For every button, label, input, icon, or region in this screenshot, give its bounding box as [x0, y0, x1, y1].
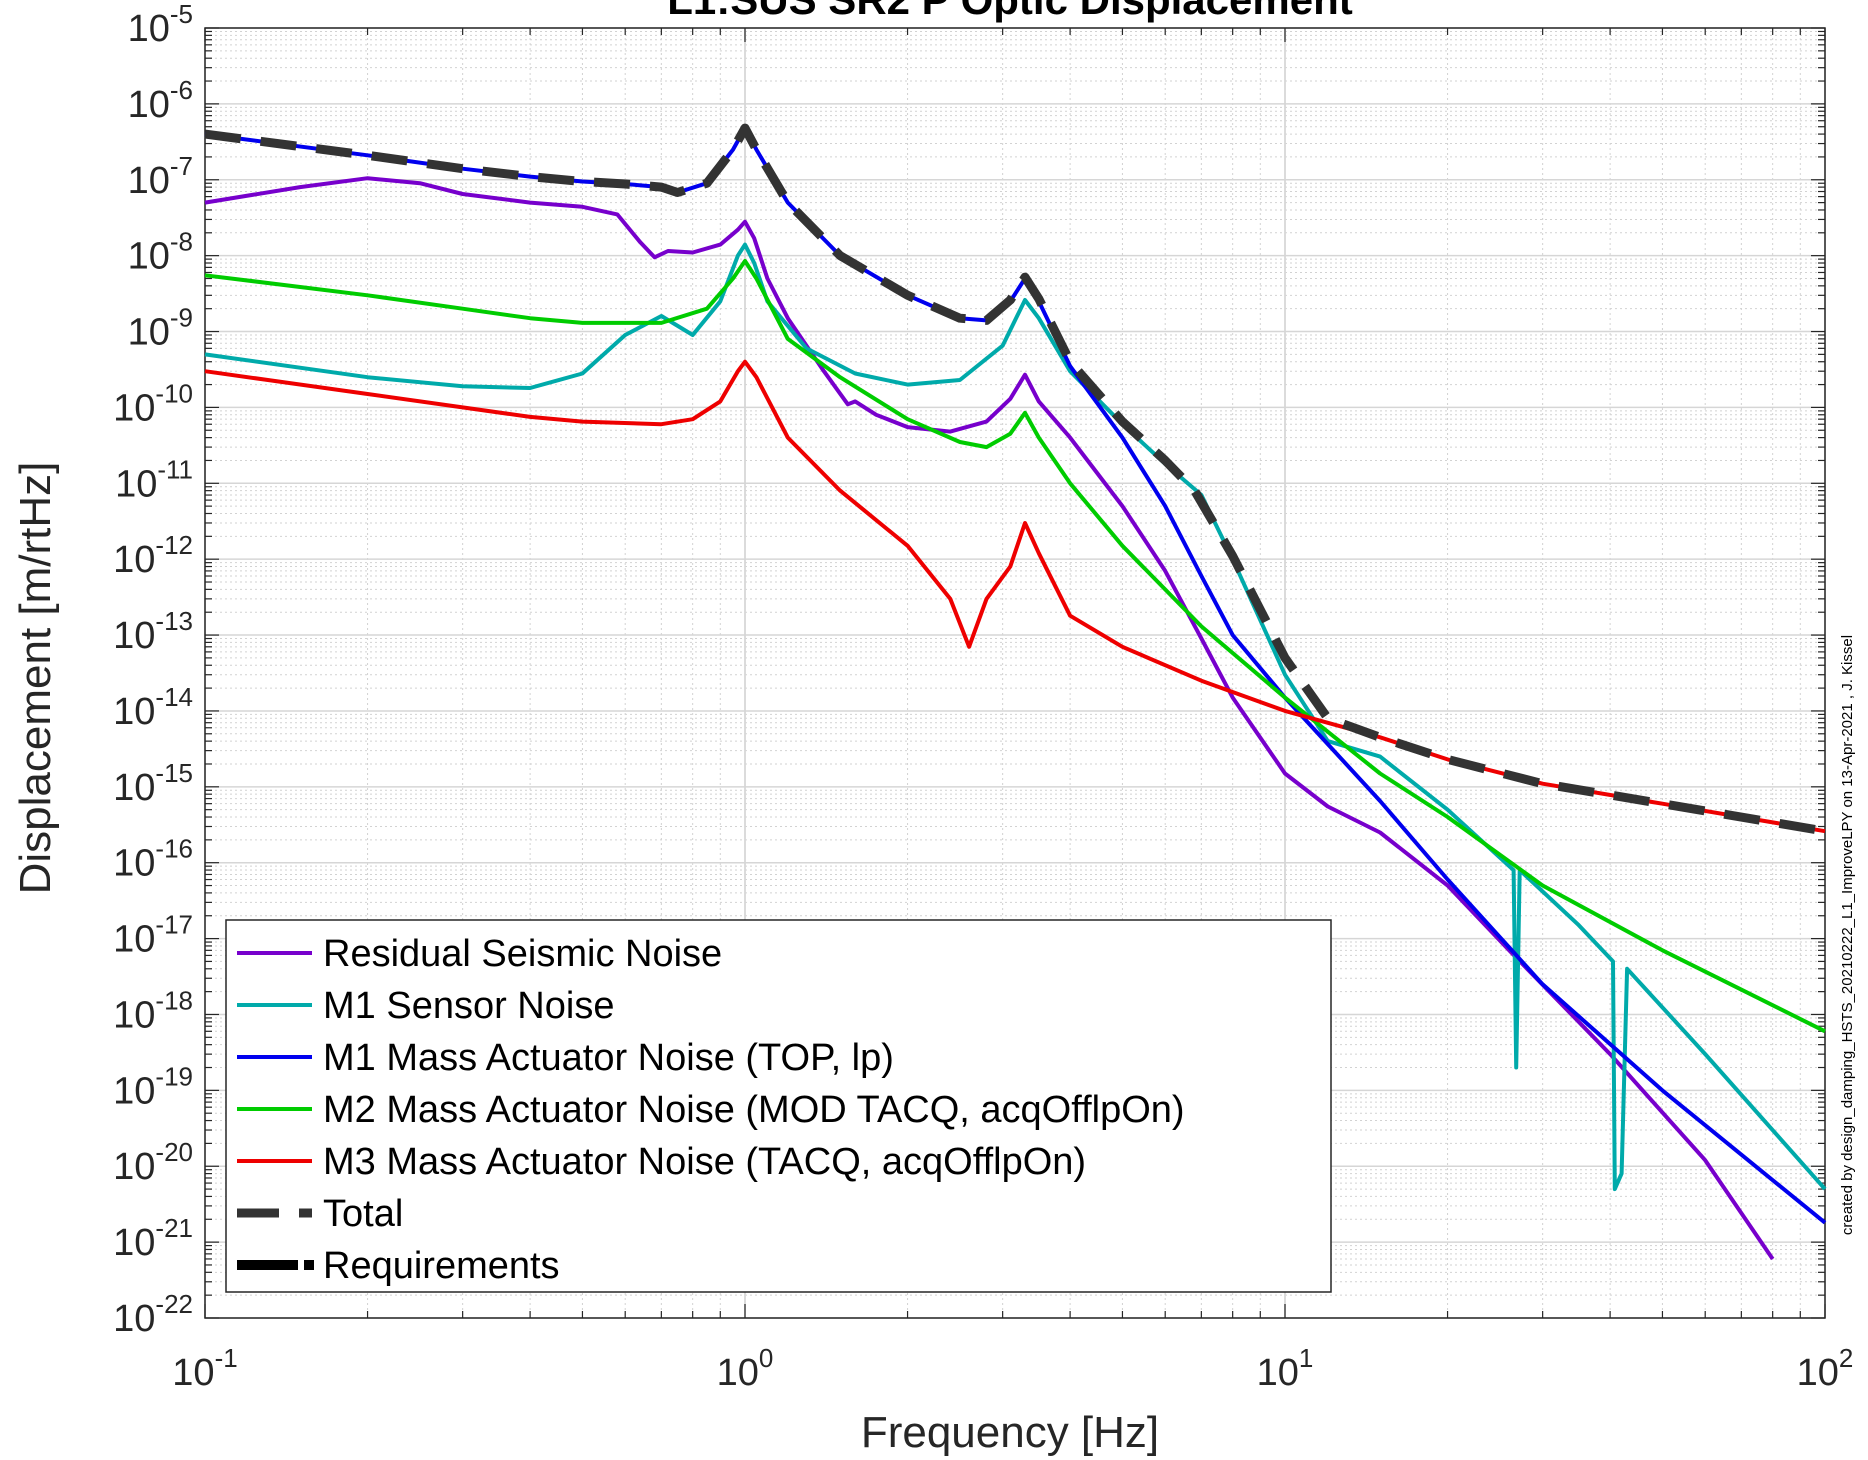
chart-title: L1:SUS SR2 P Optic Displacement: [667, 0, 1352, 23]
legend-label: M1 Sensor Noise: [323, 985, 614, 1027]
y-tick-label: 10-10: [113, 378, 193, 429]
y-tick-label: 10-7: [128, 151, 193, 202]
legend-item: Requirements: [237, 1245, 560, 1287]
x-tick-labels: 10-1 100 101 102: [172, 1343, 1853, 1394]
y-tick-label: 10-5: [128, 0, 193, 50]
series-line-m3-mass-actuator-noise-tacq-acqofflpon: [204, 359, 1826, 834]
plot-frame: [204, 27, 1826, 1319]
y-tick-label: 10-12: [113, 530, 193, 581]
x-tick-label: 100: [717, 1343, 774, 1394]
y-tick-label: 10-21: [113, 1213, 193, 1264]
legend-item: Total: [237, 1193, 403, 1235]
legend-item: M2 Mass Actuator Noise (MOD TACQ, acqOff…: [237, 1089, 1185, 1131]
legend-box: [225, 919, 1332, 1293]
y-tick-label: 10-17: [113, 910, 193, 961]
y-tick-label: 10-11: [115, 454, 193, 505]
x-tick-label: 10-1: [172, 1343, 237, 1394]
axes-box: [204, 27, 1826, 1319]
y-tick-label: 10-22: [113, 1289, 193, 1340]
legend-label: Residual Seismic Noise: [323, 933, 722, 975]
legend-item: M1 Sensor Noise: [237, 985, 614, 1027]
y-tick-label: 10-19: [113, 1061, 193, 1112]
series-line-m1-sensor-noise: [204, 242, 1827, 1192]
series-layer: [204, 123, 1827, 1261]
y-tick-label: 10-16: [113, 834, 193, 885]
legend-item: M3 Mass Actuator Noise (TACQ, acqOfflpOn…: [237, 1141, 1086, 1183]
series-line-residual-seismic-noise: [204, 176, 1775, 1261]
x-tick-label: 101: [1257, 1343, 1314, 1394]
x-tick-label: 102: [1797, 1343, 1854, 1394]
credit-annotation: created by design_damping_HSTS_20210222_…: [1839, 635, 1856, 1235]
y-tick-label: 10-13: [113, 606, 193, 657]
legend-label: M2 Mass Actuator Noise (MOD TACQ, acqOff…: [323, 1089, 1185, 1131]
x-axis-label: Frequency [Hz]: [861, 1408, 1159, 1457]
y-tick-label: 10-6: [128, 75, 193, 126]
y-tick-label: 10-18: [113, 985, 193, 1036]
y-axis-label: Displacement [m/rtHz]: [11, 462, 60, 895]
legend-item: Residual Seismic Noise: [237, 933, 722, 975]
legend-item: M1 Mass Actuator Noise (TOP, lp): [237, 1037, 894, 1079]
legend: Residual Seismic Noise M1 Sensor Noise M1 …: [225, 919, 1332, 1293]
series-line-total: [204, 123, 1826, 836]
legend-label: M3 Mass Actuator Noise (TACQ, acqOfflpOn…: [323, 1141, 1086, 1183]
y-tick-label: 10-14: [113, 682, 193, 733]
series-line-m2-mass-actuator-noise-mod-tacq-acqofflpon: [204, 259, 1826, 1034]
legend-label: Requirements: [323, 1245, 560, 1287]
legend-label: M1 Mass Actuator Noise (TOP, lp): [323, 1037, 894, 1079]
y-tick-label: 10-8: [128, 227, 193, 278]
legend-label: Total: [323, 1193, 403, 1235]
y-tick-label: 10-9: [128, 303, 193, 354]
y-tick-label: 10-20: [113, 1137, 193, 1188]
y-tick-labels: 10-5 10-6 10-7 10-8 10-9 10-10 10-11 10-12 10-13…: [113, 0, 193, 1340]
y-tick-label: 10-15: [113, 758, 193, 809]
